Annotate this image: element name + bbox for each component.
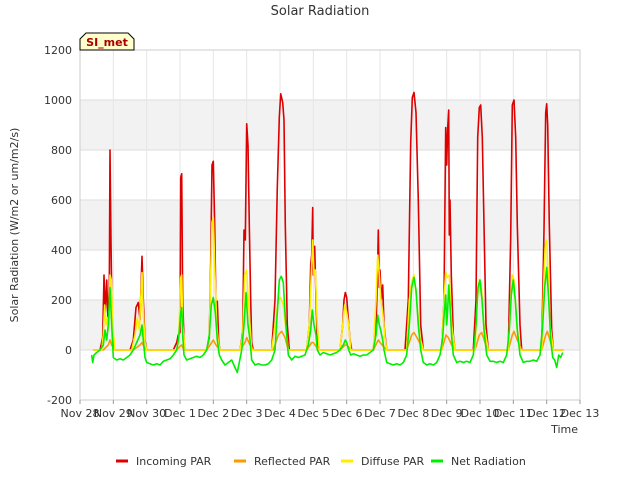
legend-item: Net Radiation: [431, 455, 526, 468]
site-label-box: [79, 32, 135, 51]
x-tick-label: Nov 28: [61, 407, 100, 420]
x-tick-label: Dec 7: [364, 407, 396, 420]
x-tick-label: Nov 30: [127, 407, 166, 420]
legend-label: Diffuse PAR: [361, 455, 425, 468]
legend: Incoming PAR Reflected PAR Diffuse PAR Net …: [116, 455, 526, 468]
x-tick-label: Dec 4: [264, 407, 296, 420]
x-tick-label: Dec 6: [331, 407, 363, 420]
plot-frame: [79, 49, 581, 401]
y-tick-label: 400: [51, 244, 72, 257]
site-label-badge: SI_met: [79, 32, 135, 51]
series-lines: [90, 91, 564, 374]
legend-item: Reflected PAR: [234, 455, 331, 468]
legend-label: Incoming PAR: [136, 455, 212, 468]
x-tick-label: Dec 12: [527, 407, 566, 420]
x-tick-label: Dec 5: [297, 407, 329, 420]
x-tick-label: Dec 8: [397, 407, 429, 420]
y-tick-label: 200: [51, 294, 72, 307]
y-tick-label: 1000: [44, 94, 72, 107]
y-tick-label: 0: [65, 344, 72, 357]
x-tick-label: Dec 9: [431, 407, 463, 420]
y-tick-label: 1200: [44, 44, 72, 57]
y-tick-label: 800: [51, 144, 72, 157]
background-bands: [80, 100, 580, 350]
legend-item: Incoming PAR: [116, 455, 212, 468]
y-tick-label: -200: [47, 394, 72, 407]
x-tick-label: Dec 13: [561, 407, 600, 420]
site-label-text: SI_met: [86, 36, 128, 49]
y-axis-label: Solar Radiation (W/m2 or um/m2/s): [8, 128, 21, 323]
series-line-incoming-par: [93, 91, 564, 351]
chart-title: Solar Radiation: [271, 4, 370, 19]
legend-item: Diffuse PAR: [341, 455, 425, 468]
series-line-net-radiation: [90, 266, 564, 374]
x-axis-label: Time: [550, 423, 578, 436]
y-tick-label: 600: [51, 194, 72, 207]
x-tick-label: Dec 1: [164, 407, 196, 420]
legend-label: Net Radiation: [451, 455, 526, 468]
x-tick-label: Dec 2: [197, 407, 229, 420]
y-axis-ticks: -200 0 200 400 600 800 1000 1200: [44, 44, 72, 407]
x-tick-label: Dec 11: [494, 407, 533, 420]
legend-label: Reflected PAR: [254, 455, 331, 468]
x-tick-label: Dec 3: [231, 407, 263, 420]
background-band: [80, 200, 580, 250]
x-tick-label: Nov 29: [94, 407, 133, 420]
background-band: [80, 300, 580, 350]
x-tick-label: Dec 10: [461, 407, 500, 420]
background-band: [80, 100, 580, 150]
